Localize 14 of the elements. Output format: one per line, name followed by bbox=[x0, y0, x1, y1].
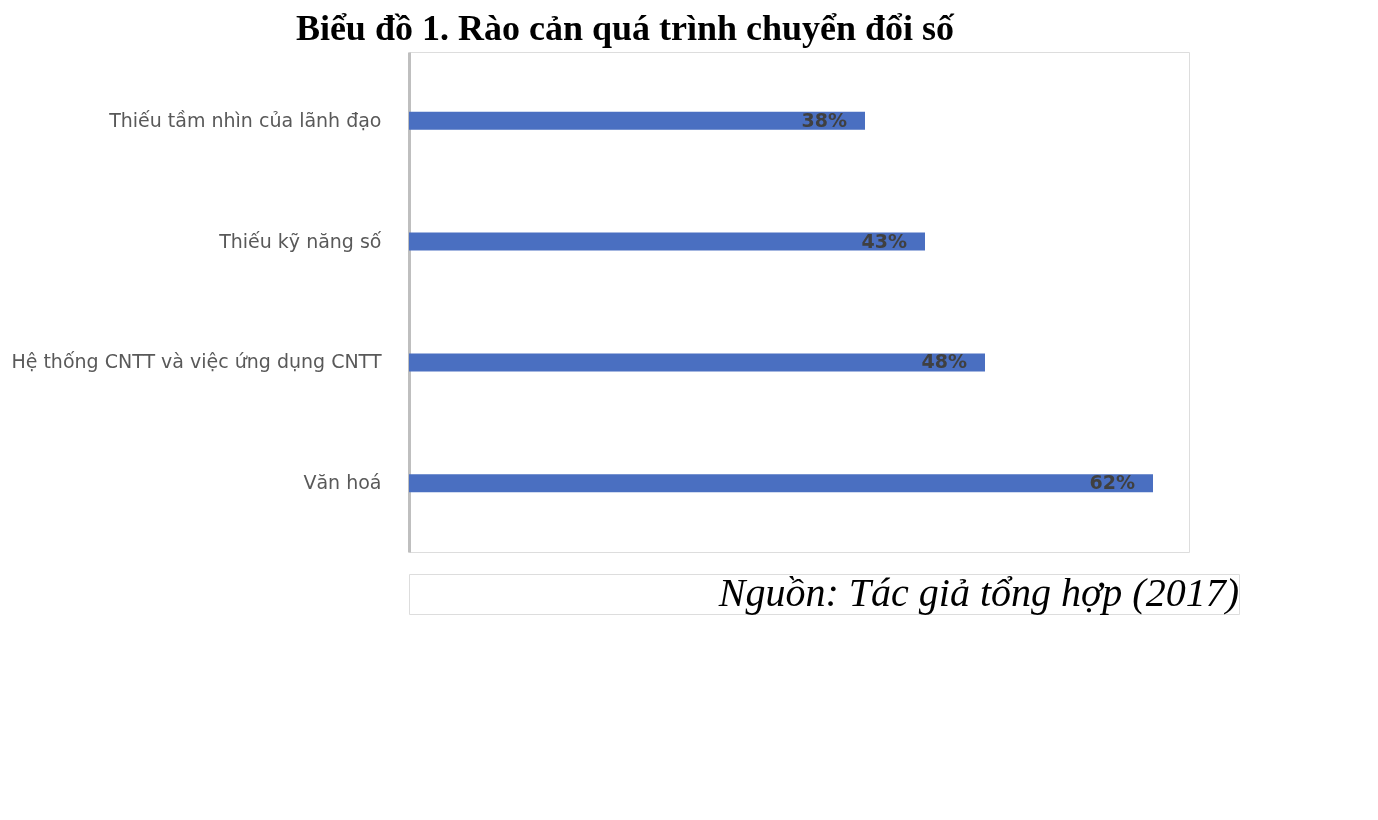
data-label: 38% bbox=[801, 108, 847, 131]
bar bbox=[409, 232, 925, 251]
y-tick-label: Thiếu tầm nhìn của lãnh đạo bbox=[108, 108, 382, 131]
text: Nguồn: Tác giả tổng hợp (2017) bbox=[717, 570, 1239, 615]
data-label: 62% bbox=[1089, 471, 1135, 494]
bar bbox=[409, 111, 865, 130]
data-label: 43% bbox=[861, 229, 907, 252]
y-tick-label: Hệ thống CNTT và việc ứng dụng CNTT bbox=[11, 350, 382, 373]
data-label: 48% bbox=[921, 350, 967, 373]
y-tick-label: Văn hoá bbox=[303, 471, 382, 494]
chart-title: Biểu đồ 1. Rào cản quá trình chuyển đổi số bbox=[295, 7, 956, 48]
bar bbox=[409, 474, 1153, 493]
bar bbox=[409, 353, 985, 372]
y-tick-label: Thiếu kỹ năng số bbox=[218, 229, 382, 252]
